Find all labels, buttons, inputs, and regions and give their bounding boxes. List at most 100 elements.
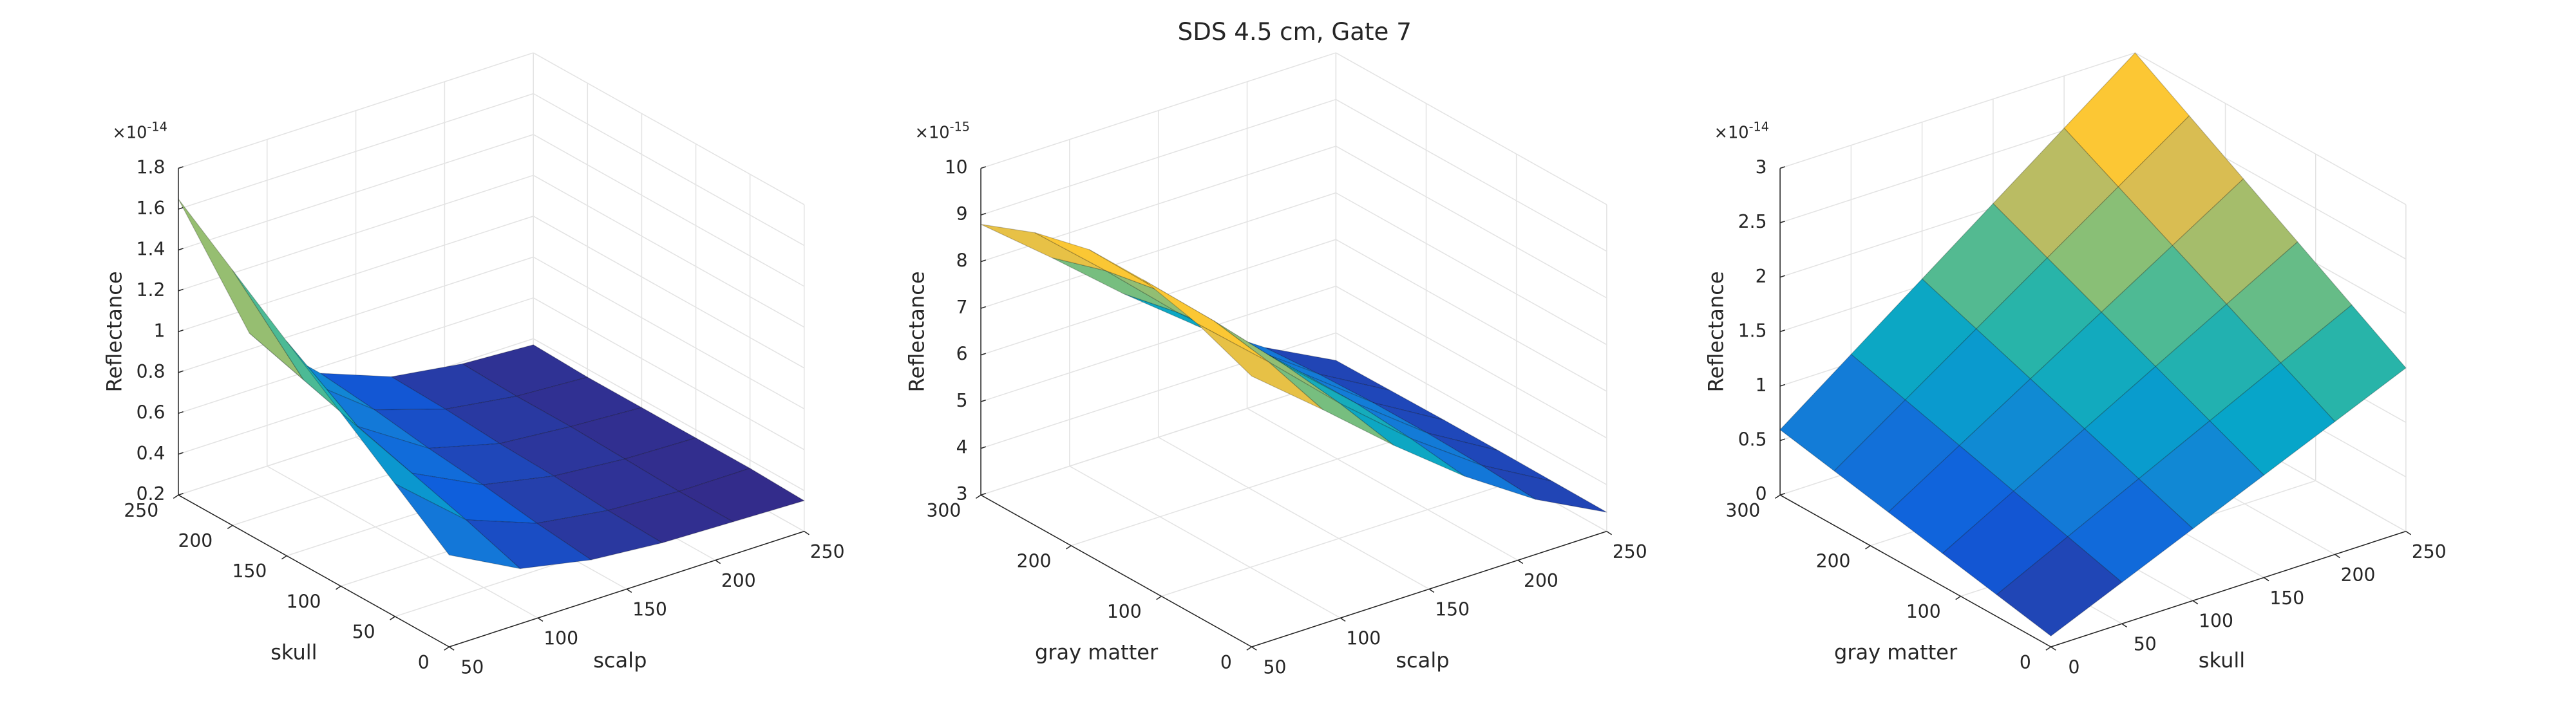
y-tick-label: 100 [1906, 601, 1941, 622]
z-tick [178, 452, 184, 455]
grid-line [1071, 429, 1426, 546]
z-tick [1779, 166, 1786, 169]
z-axis-label: Reflectance [102, 271, 126, 392]
z-tick [1779, 330, 1786, 333]
z-tick-label: 10 [945, 157, 968, 178]
x-tick [1340, 617, 1346, 622]
y-tick [1955, 595, 1961, 600]
y-axis-line [178, 494, 450, 647]
surface-face [2117, 115, 2244, 246]
y-tick [173, 494, 179, 499]
z-tick [178, 207, 184, 210]
grid-line [980, 52, 1336, 169]
x-tick-label: 100 [1346, 628, 1381, 649]
grid-line [178, 93, 534, 210]
z-multiplier: ×10-14 [1714, 119, 1769, 143]
x-tick-label: 150 [632, 599, 667, 620]
z-tick [980, 212, 987, 216]
x-tick [1606, 531, 1612, 535]
surface-face [499, 426, 625, 477]
surface-face [624, 437, 751, 492]
surface-face [1268, 361, 1394, 446]
grid-line [1779, 52, 2136, 169]
z-multiplier: ×10-14 [112, 119, 167, 143]
grid-line [178, 134, 534, 251]
x-tick-label: 250 [2412, 541, 2447, 562]
surface-face [1993, 127, 2119, 259]
x-axis-label: skull [2199, 648, 2245, 673]
x-tick-label: 150 [1435, 599, 1470, 620]
y-tick [336, 586, 341, 590]
surface-face [394, 483, 521, 570]
grid-line [533, 338, 805, 491]
z-tick [980, 399, 987, 402]
x-tick [626, 588, 632, 593]
surface-face [1888, 445, 2014, 554]
y-tick-label: 200 [1017, 551, 1052, 572]
grid-line [1335, 332, 1607, 485]
z-multiplier: ×10-15 [915, 119, 970, 143]
z-tick-label: 0.6 [137, 402, 166, 423]
x-tick-label: 250 [1613, 541, 1647, 562]
x-axis-label: scalp [593, 648, 647, 673]
x-tick [1251, 646, 1257, 651]
surface-face [1410, 438, 1537, 500]
y-tick-label: 300 [1726, 500, 1761, 521]
x-tick-label: 50 [1264, 656, 1287, 678]
z-tick [178, 330, 184, 333]
surface-face [1976, 257, 2102, 380]
z-tick [980, 492, 987, 496]
grid-line [533, 93, 805, 246]
grid-line [1335, 192, 1607, 346]
y-tick [1865, 545, 1871, 550]
grid-line [980, 379, 1336, 496]
figure-title: SDS 4.5 cm, Gate 7 [1178, 17, 1412, 46]
surface-face [411, 472, 538, 524]
z-tick [980, 353, 987, 356]
x-tick-label: 0 [2069, 656, 2080, 678]
z-tick-label: 1.8 [137, 157, 166, 178]
x-tick [449, 646, 455, 651]
grid-line [1069, 465, 1341, 618]
grid-line [1247, 407, 1519, 561]
y-tick-label: 200 [1816, 551, 1851, 572]
x-tick-label: 200 [1524, 570, 1558, 591]
surface-face [2101, 245, 2228, 367]
z-tick-label: 2 [1756, 266, 1767, 287]
surface-face [286, 340, 413, 474]
z-tick-label: 0 [1756, 483, 1767, 505]
surface-face [2047, 186, 2173, 313]
surface-face [1942, 490, 2069, 595]
grid-line [1161, 480, 1517, 597]
surface-face [1318, 373, 1445, 421]
z-multiplier-exponent: -14 [1749, 119, 1769, 134]
z-tick [178, 370, 184, 373]
z-tick-label: 4 [956, 437, 968, 458]
z-tick-label: 2.5 [1738, 211, 1767, 232]
y-tick-label: 100 [287, 591, 321, 612]
grid-line [1335, 145, 1607, 299]
x-tick [2405, 531, 2412, 535]
z-tick-label: 1.2 [137, 279, 166, 301]
grid-line [533, 297, 805, 450]
z-tick-label: 3 [1756, 157, 1767, 178]
grid-line [1335, 52, 1607, 205]
y-axis-label: gray matter [1834, 640, 1958, 664]
grid-line [178, 216, 534, 333]
z-multiplier-base: ×10 [915, 124, 950, 143]
z-tick-label: 1 [153, 320, 165, 341]
surface-face [2013, 428, 2139, 537]
y-tick [2045, 646, 2052, 651]
surface-face [1481, 465, 1607, 513]
y-axis-label: skull [270, 640, 317, 664]
x-tick-label: 200 [721, 570, 756, 591]
x-tick-label: 250 [810, 541, 845, 562]
x-tick [804, 531, 810, 535]
grid-line [1335, 286, 1607, 439]
z-tick [178, 166, 184, 169]
grid-line [178, 52, 534, 169]
surface-face [1285, 365, 1411, 439]
grid-line [178, 297, 534, 414]
x-tick [2263, 577, 2269, 582]
